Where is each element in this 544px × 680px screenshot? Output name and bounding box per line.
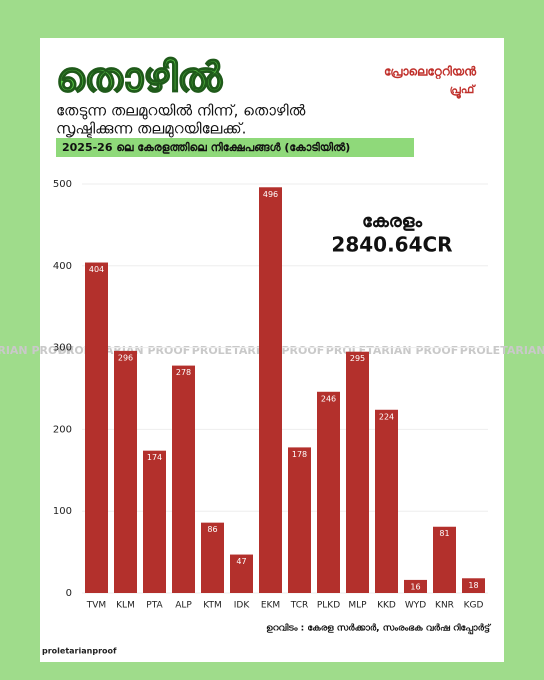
value-label: 246	[321, 394, 336, 403]
heading: 2025-26 ലെ കേരളത്തിലെ നിക്ഷേപങ്ങൾ (കോടിയ…	[62, 141, 350, 154]
bar	[317, 391, 340, 593]
bar	[143, 450, 166, 593]
value-label: 18	[468, 581, 478, 590]
y-tick-label: 300	[53, 343, 72, 354]
x-tick-label: PLKD	[317, 601, 340, 611]
y-tick-label: 200	[53, 424, 72, 435]
annotation-label: കേരളം	[362, 211, 423, 232]
y-tick-label: 500	[53, 179, 72, 190]
value-label: 278	[176, 368, 191, 377]
value-label: 174	[147, 453, 162, 462]
y-tick-label: 400	[53, 261, 72, 272]
logo: പ്രോലെറ്റേറിയൻ	[384, 65, 477, 80]
value-label: 296	[118, 353, 133, 362]
x-tick-label: IDK	[234, 601, 251, 611]
bar	[259, 187, 282, 593]
watermark: PROLETARIAN PROOF	[192, 344, 324, 357]
x-tick-label: KGD	[464, 601, 484, 611]
watermark: PROLETARIAN PROOF	[326, 344, 458, 357]
subtitle: തേടുന്ന തലമുറയിൽ നിന്ന്, തൊഴിൽ	[56, 102, 306, 121]
value-label: 16	[410, 582, 420, 591]
annotation-value: 2840.64CR	[331, 233, 452, 257]
bar	[114, 350, 137, 593]
bar	[433, 526, 456, 593]
value-label: 496	[263, 190, 278, 199]
chart-title: തൊഴിൽ	[56, 55, 223, 101]
x-tick-label: KLM	[116, 601, 135, 611]
value-label: 86	[207, 525, 217, 534]
x-tick-label: KKD	[377, 601, 396, 611]
x-tick-label: KTM	[203, 601, 221, 611]
heading-bg	[56, 138, 414, 157]
bar	[201, 522, 224, 593]
y-tick-label: 100	[53, 506, 72, 517]
watermark: PROLETARIAN PROOF	[0, 344, 74, 357]
value-label: 295	[350, 354, 365, 363]
value-label: 224	[379, 412, 394, 421]
bar	[404, 579, 427, 593]
bar	[172, 365, 195, 593]
subtitle: സൃഷ്ടിക്കുന്ന തലമുറയിലേക്ക്.	[56, 120, 246, 140]
value-label: 81	[439, 529, 449, 538]
x-tick-label: EKM	[261, 601, 280, 611]
bar	[288, 447, 311, 593]
logo: പ്രൂഫ്	[450, 83, 477, 99]
x-tick-label: KNR	[435, 601, 454, 611]
source: ഉറവിടം : കേരള സർക്കാർ, സംരംഭക വർഷ റിപ്പോ…	[266, 622, 492, 635]
footer: proletarianproof	[42, 647, 117, 656]
y-tick-label: 0	[66, 588, 72, 599]
bar	[375, 409, 398, 593]
x-tick-label: ALP	[175, 601, 192, 611]
bar	[346, 351, 369, 593]
x-tick-label: WYD	[405, 601, 426, 611]
x-tick-label: PTA	[146, 601, 163, 611]
bar	[462, 578, 485, 593]
x-tick-label: TVM	[86, 601, 106, 611]
value-label: 178	[292, 450, 307, 459]
bar	[230, 554, 253, 593]
value-label: 404	[89, 265, 104, 274]
watermark: PROLETARIAN PROOF	[460, 344, 544, 357]
x-tick-label: MLP	[348, 601, 367, 611]
x-tick-label: TCR	[290, 601, 309, 611]
bar	[85, 262, 108, 593]
value-label: 47	[236, 557, 246, 566]
